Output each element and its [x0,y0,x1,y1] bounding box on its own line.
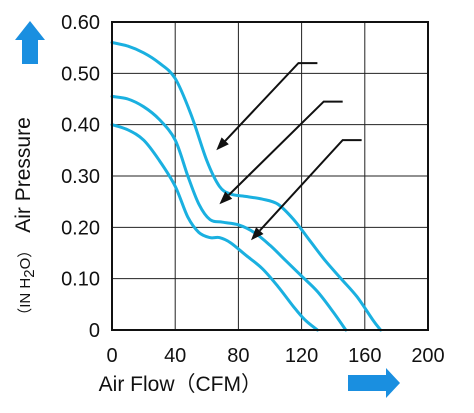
y-axis-unit-suffix: O） [17,243,34,270]
x-axis-title: Air Flow（CFM） [99,373,262,396]
callout-arrowhead-icon [251,227,264,241]
series-lines [110,41,383,332]
y-tick-label: 0.30 [61,166,100,188]
y-tick-label: 0.50 [61,63,100,85]
callout-arrow-shaft [227,100,343,196]
x-tick-label: 120 [285,345,318,367]
y-axis-title-line: （IN H2O） Air Pressure [12,117,38,323]
y-axis-unit-subscript: 2 [21,269,38,277]
x-tick-label: 200 [411,345,444,367]
y-tick-label: 0.20 [61,217,100,239]
y-tick-labels: 0 0.10 0.20 0.30 0.40 0.50 0.60 [61,12,100,342]
x-tick-label: 160 [348,345,381,367]
y-axis-title: Air Pressure [12,117,35,233]
series-line-3 [110,41,383,332]
series-line-1 [110,123,319,332]
callout-arrow-shaft [259,139,362,232]
y-tick-label: 0.40 [61,115,100,137]
y-tick-label: 0.60 [61,12,100,34]
callout-arrowhead-icon [216,137,229,151]
y-tick-label: 0.10 [61,269,100,291]
series-line-2 [110,94,348,332]
callout-arrow-2 [219,100,343,205]
plot-frame [111,21,429,331]
x-axis-title-group: Air Flow（CFM） [99,368,400,398]
callout-arrow-3 [251,139,362,241]
y-axis-title-group: （IN H2O） Air Pressure [12,117,38,323]
callout-arrow-1 [216,62,318,151]
callout-arrows [216,62,362,241]
y-axis-arrow-icon [15,21,45,64]
x-tick-labels: 0 40 80 120 160 200 [106,345,444,367]
x-axis-arrow-icon [348,368,400,398]
x-tick-label: 80 [227,345,249,367]
y-axis-unit-prefix: （IN H [17,278,34,323]
callout-arrowhead-icon [219,191,233,205]
y-tick-label: 0 [89,320,100,342]
grid [111,21,429,331]
x-tick-label: 40 [164,345,186,367]
callout-arrow-shaft [224,62,318,142]
x-tick-label: 0 [106,345,117,367]
